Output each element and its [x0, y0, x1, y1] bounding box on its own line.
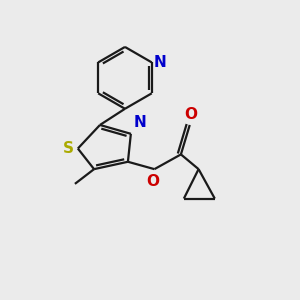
Text: O: O	[146, 174, 159, 189]
Text: S: S	[62, 141, 74, 156]
Text: O: O	[185, 107, 198, 122]
Text: N: N	[134, 115, 147, 130]
Text: N: N	[154, 55, 167, 70]
